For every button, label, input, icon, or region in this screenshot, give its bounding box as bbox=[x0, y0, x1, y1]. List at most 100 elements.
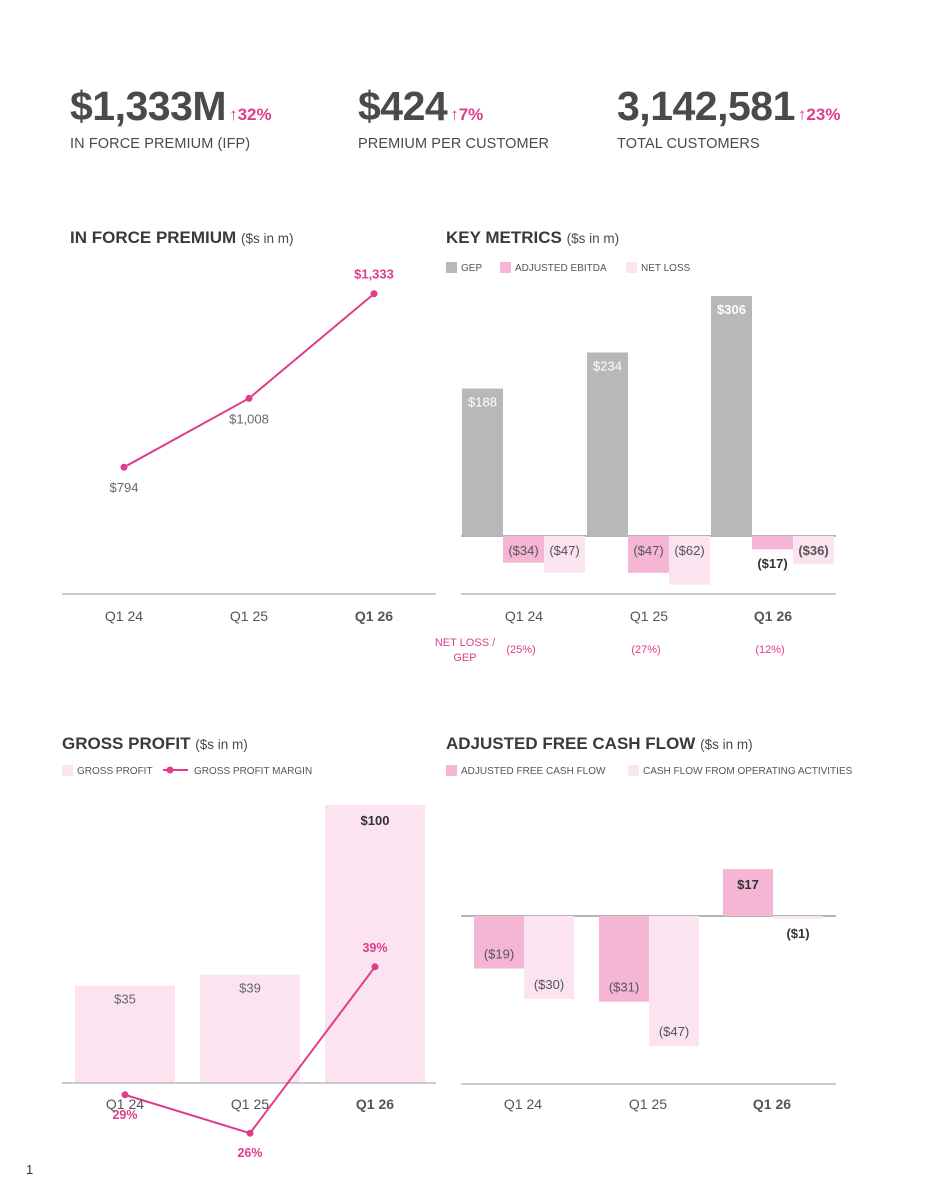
margin-point bbox=[246, 1129, 254, 1137]
legend-swatch bbox=[446, 765, 457, 776]
kpi-label: PREMIUM PER CUSTOMER bbox=[358, 136, 550, 152]
key-metrics-bar bbox=[752, 536, 793, 550]
x-tick-label: Q1 26 bbox=[356, 1096, 394, 1112]
legend-marker bbox=[166, 766, 174, 774]
gross-profit-bar bbox=[325, 805, 425, 1083]
legend-swatch bbox=[446, 262, 457, 273]
gross-profit-data-label: $39 bbox=[239, 981, 261, 996]
x-tick-label: Q1 26 bbox=[754, 608, 792, 624]
x-tick-label: Q1 24 bbox=[106, 1096, 144, 1112]
legend-label: GEP bbox=[461, 263, 482, 274]
x-tick-label: Q1 26 bbox=[355, 608, 393, 624]
key-metrics-data-label: ($36) bbox=[798, 543, 828, 558]
kpi-change: ↑7% bbox=[450, 105, 484, 124]
chart-title-text: GROSS PROFIT bbox=[62, 734, 191, 753]
ifp-point bbox=[370, 290, 378, 298]
ifp-point bbox=[120, 463, 128, 471]
afcf-bar bbox=[773, 916, 823, 919]
afcf-data-label: ($30) bbox=[534, 977, 564, 992]
margin-data-label: 26% bbox=[237, 1146, 262, 1160]
margin-data-label: 39% bbox=[362, 941, 387, 955]
key-metrics-data-label: ($34) bbox=[508, 543, 538, 558]
legend-label: GROSS PROFIT bbox=[77, 766, 153, 777]
kpi-value: $424 bbox=[358, 83, 448, 129]
x-tick-label: Q1 26 bbox=[753, 1096, 791, 1112]
key-metrics-bar bbox=[503, 536, 544, 563]
x-tick-label: Q1 25 bbox=[630, 608, 668, 624]
margin-data-label: 29% bbox=[112, 1108, 137, 1122]
afcf-data-label: ($47) bbox=[659, 1024, 689, 1039]
kpi-value: 3,142,581 bbox=[617, 83, 795, 129]
key-metrics-bar bbox=[462, 388, 503, 536]
x-tick-label: Q1 24 bbox=[505, 608, 543, 624]
x-tick-label: Q1 25 bbox=[230, 608, 268, 624]
afcf-data-label: ($31) bbox=[609, 980, 639, 995]
kpi-label: IN FORCE PREMIUM (IFP) bbox=[70, 136, 251, 152]
chart-title-text: ADJUSTED FREE CASH FLOW bbox=[446, 734, 696, 753]
ifp-series-line bbox=[123, 292, 375, 469]
key-metrics-bar bbox=[628, 536, 669, 573]
afcf-bar bbox=[524, 916, 574, 999]
chart-title-unit: ($s in m) bbox=[700, 737, 753, 752]
gross-profit-bar bbox=[200, 974, 300, 1083]
key-metrics-data-label: $234 bbox=[593, 358, 622, 373]
gross-profit-data-label: $100 bbox=[361, 813, 390, 828]
net-loss-gep-ratio: (12%) bbox=[755, 644, 784, 656]
x-tick-label: Q1 24 bbox=[504, 1096, 542, 1112]
page-number: 1 bbox=[26, 1162, 34, 1177]
kpi-ifp: $1,333M ↑32% IN FORCE PREMIUM (IFP) bbox=[70, 84, 272, 152]
x-tick-label: Q1 25 bbox=[629, 1096, 667, 1112]
ifp-data-label: $1,008 bbox=[229, 411, 269, 426]
key-metrics-data-label: $306 bbox=[717, 302, 746, 317]
kpi-total-customers: 3,142,581 ↑23% TOTAL CUSTOMERS bbox=[617, 84, 840, 152]
margin-point bbox=[371, 963, 379, 971]
legend-label: GROSS PROFIT MARGIN bbox=[194, 766, 312, 777]
afcf-bar bbox=[474, 916, 524, 969]
afcf-chart-title: ADJUSTED FREE CASH FLOW ($s in m) bbox=[446, 734, 753, 754]
x-tick-label: Q1 25 bbox=[231, 1096, 269, 1112]
legend-swatch bbox=[62, 765, 73, 776]
chart-title-unit: ($s in m) bbox=[195, 737, 248, 752]
key-metrics-data-label: ($47) bbox=[633, 543, 663, 558]
gross-profit-chart-title: GROSS PROFIT ($s in m) bbox=[62, 734, 248, 754]
net-loss-gep-ratio: (25%) bbox=[506, 644, 535, 656]
ifp-data-label: $1,333 bbox=[354, 267, 394, 282]
chart-title-text: IN FORCE PREMIUM bbox=[70, 228, 237, 247]
afcf-data-label: ($1) bbox=[786, 926, 809, 941]
ratio-row-label: NET LOSS / bbox=[435, 637, 496, 649]
ifp-data-label: $794 bbox=[110, 480, 139, 495]
ifp-chart-title: IN FORCE PREMIUM ($s in m) bbox=[70, 228, 293, 248]
chart-title-unit: ($s in m) bbox=[240, 231, 294, 246]
legend-swatch bbox=[500, 262, 511, 273]
margin-point bbox=[121, 1091, 129, 1099]
key-metrics-bar bbox=[587, 352, 628, 536]
kpi-change: ↑23% bbox=[797, 105, 841, 124]
afcf-bar bbox=[599, 916, 649, 1002]
kpi-label: TOTAL CUSTOMERS bbox=[617, 136, 760, 152]
kpi-value: $1,333M bbox=[70, 83, 227, 129]
chart-title-unit: ($s in m) bbox=[566, 231, 620, 246]
key-metrics-data-label: $188 bbox=[468, 395, 497, 410]
legend-label: NET LOSS bbox=[641, 263, 691, 274]
key-metrics-data-label: ($17) bbox=[757, 556, 787, 571]
legend-label: CASH FLOW FROM OPERATING ACTIVITIES bbox=[643, 766, 853, 777]
key-metrics-data-label: ($62) bbox=[674, 543, 704, 558]
legend-label: ADJUSTED EBITDA bbox=[515, 263, 607, 274]
x-tick-label: Q1 24 bbox=[105, 608, 143, 624]
kpi-change: ↑32% bbox=[229, 105, 272, 124]
gross-profit-data-label: $35 bbox=[114, 992, 136, 1007]
kpi-premium-per-customer: $424 ↑7% PREMIUM PER CUSTOMER bbox=[358, 84, 549, 152]
afcf-data-label: ($19) bbox=[484, 947, 514, 962]
key-metrics-bar bbox=[669, 536, 710, 585]
key-metrics-chart-title: KEY METRICS ($s in m) bbox=[446, 228, 619, 248]
legend-label: ADJUSTED FREE CASH FLOW bbox=[461, 766, 606, 777]
chart-title-text: KEY METRICS bbox=[446, 228, 562, 247]
afcf-data-label: $17 bbox=[737, 877, 759, 892]
key-metrics-data-label: ($47) bbox=[549, 543, 579, 558]
legend-swatch bbox=[628, 765, 639, 776]
afcf-bar bbox=[649, 916, 699, 1046]
net-loss-gep-ratio: (27%) bbox=[631, 644, 660, 656]
ratio-row-label: GEP bbox=[453, 652, 476, 664]
key-metrics-bar bbox=[793, 536, 834, 565]
